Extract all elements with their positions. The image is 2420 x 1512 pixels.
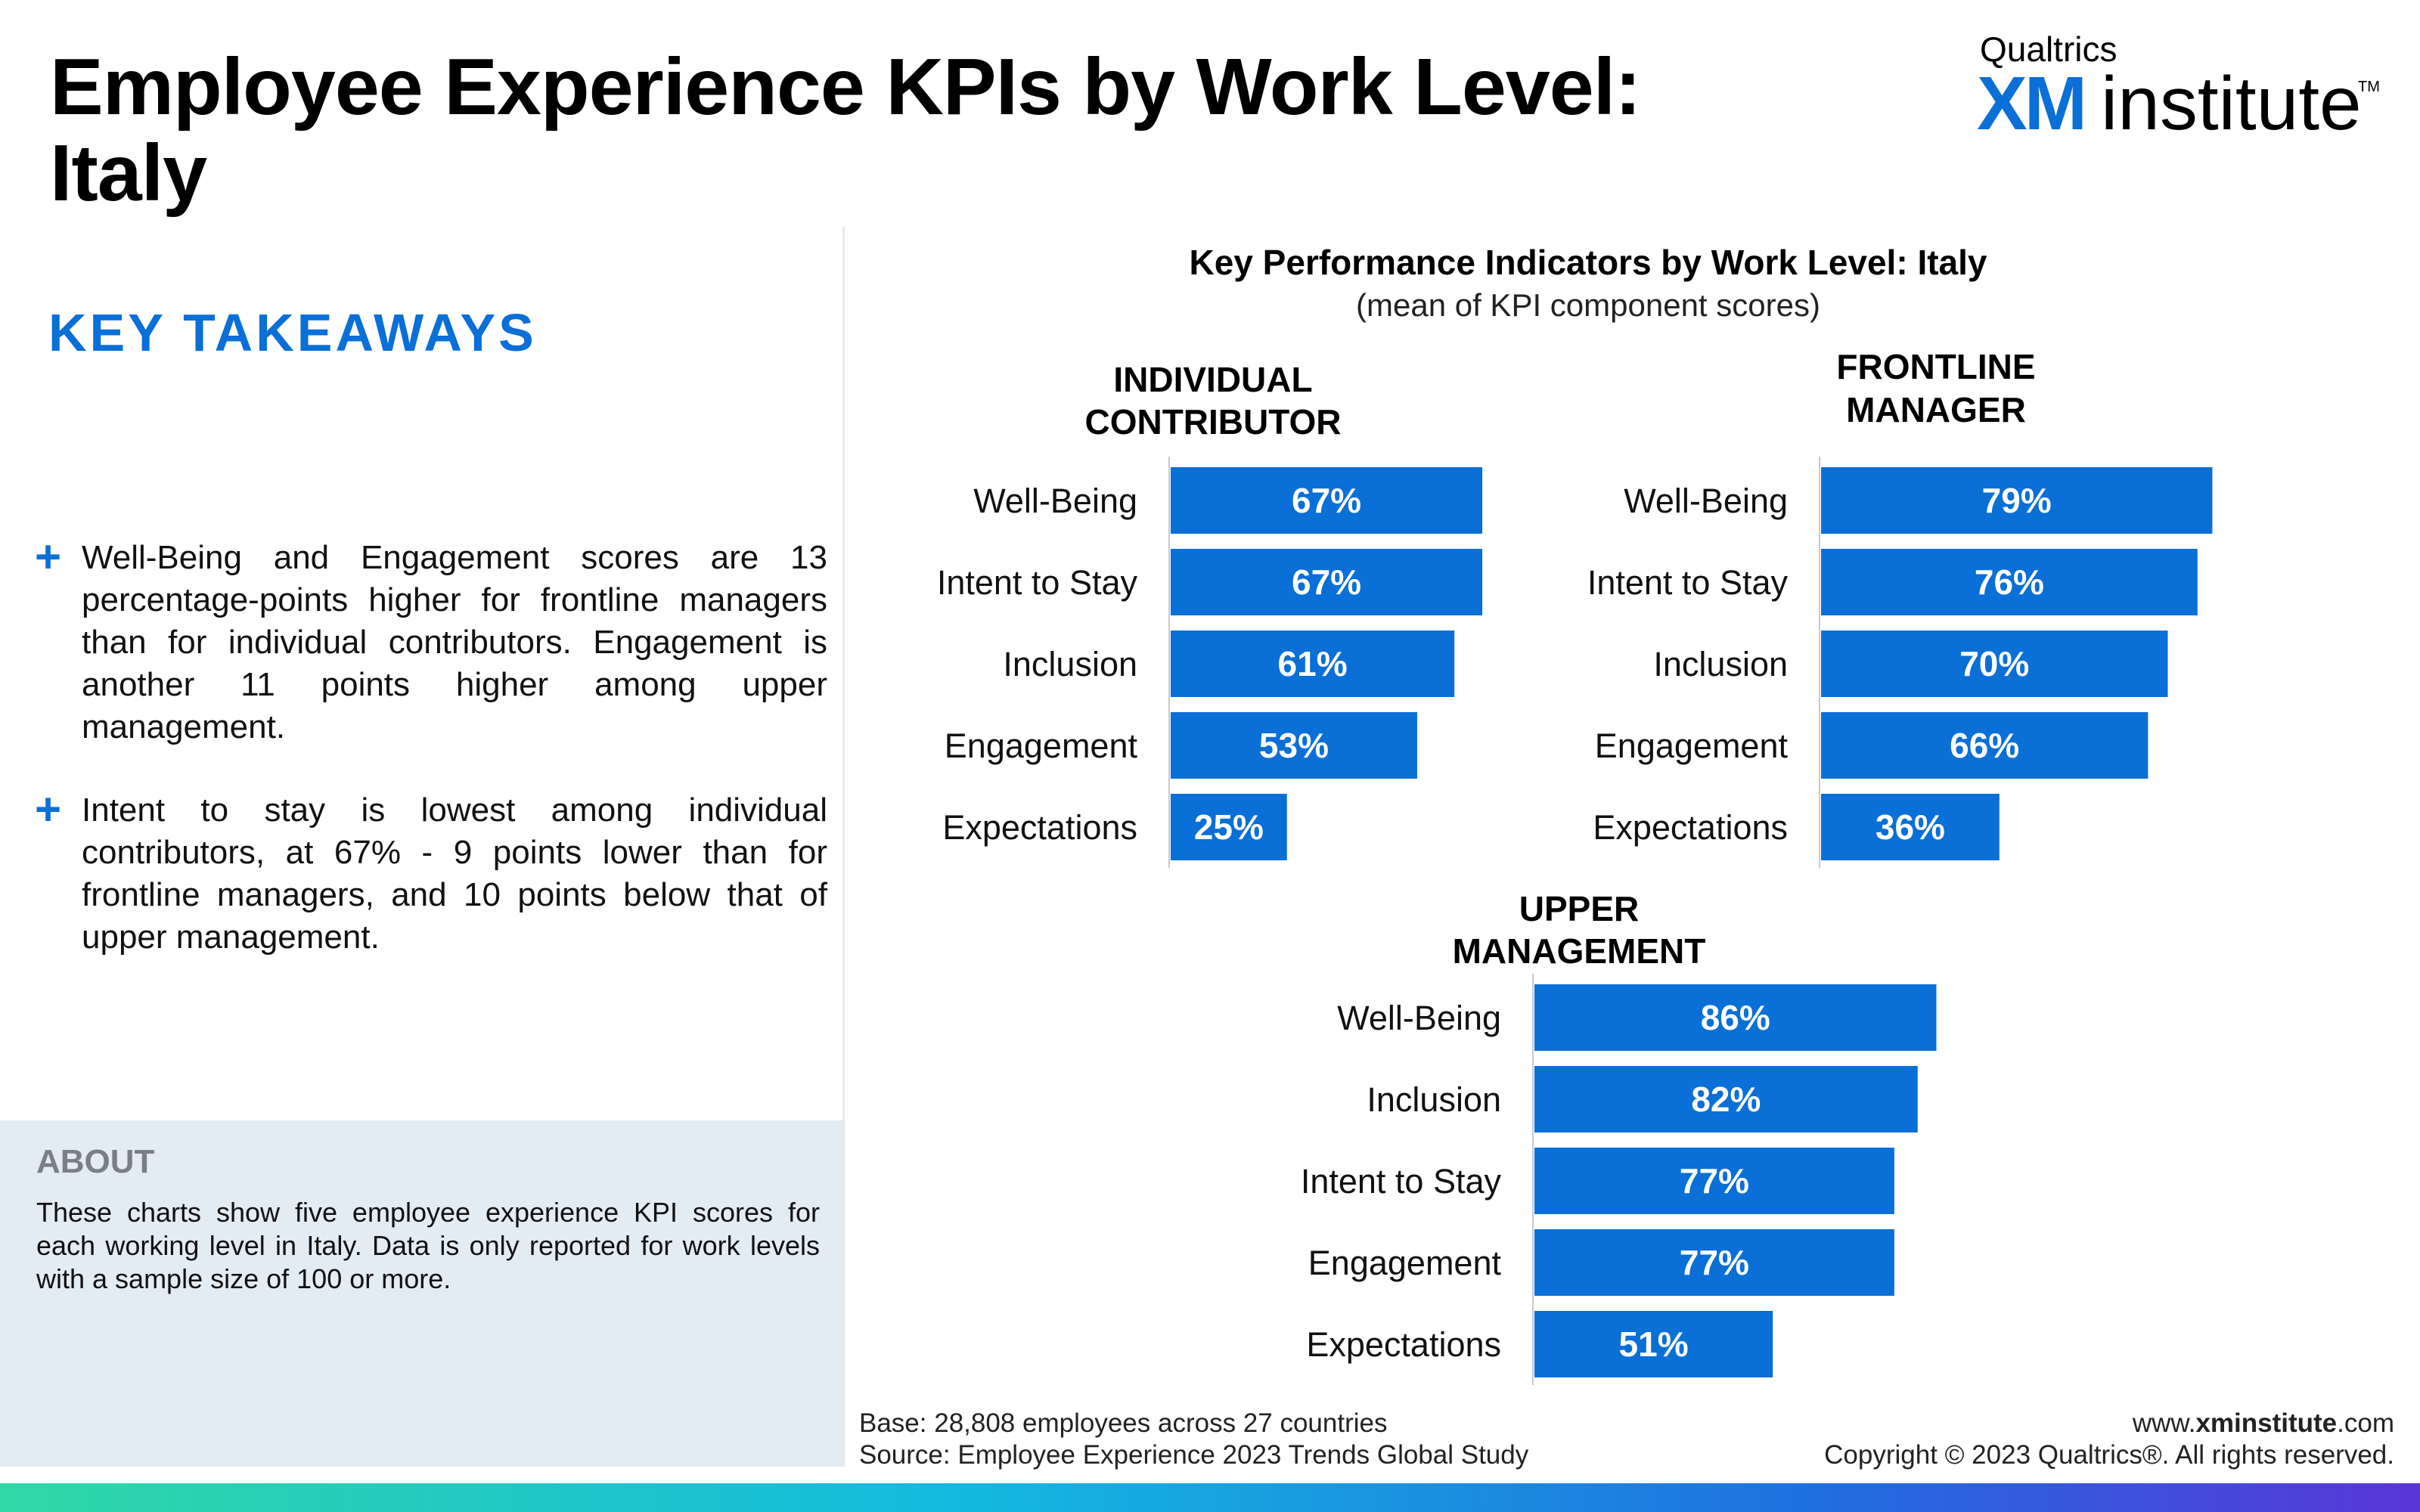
category-label: Intent to Stay xyxy=(1587,563,1789,602)
data-label: 67% xyxy=(1292,481,1361,520)
url-suffix: .com xyxy=(2337,1408,2394,1438)
logo-qualtrics-text: Qualtrics xyxy=(1980,29,2118,69)
bar xyxy=(1171,467,1483,534)
about-title: ABOUT xyxy=(36,1143,155,1180)
category-label: Inclusion xyxy=(1653,645,1788,683)
data-label: 25% xyxy=(1194,807,1264,847)
footer-source-note: Source: Employee Experience 2023 Trends … xyxy=(859,1440,1529,1470)
category-label: Inclusion xyxy=(1367,1080,1501,1119)
logo-xm-text: XM xyxy=(1977,61,2087,146)
data-label: 76% xyxy=(1975,562,2044,602)
bar xyxy=(1821,549,2198,615)
logo-trademark: TM xyxy=(2358,79,2380,95)
data-label: 51% xyxy=(1619,1325,1689,1364)
panel-title: CONTRIBUTOR xyxy=(1084,402,1341,442)
bar xyxy=(1821,794,2000,860)
section-divider xyxy=(842,227,845,1467)
bar xyxy=(1534,1229,1894,1296)
url-prefix: www. xyxy=(2132,1408,2196,1438)
plus-icon: + xyxy=(35,531,62,582)
bar xyxy=(1534,1148,1894,1214)
bar xyxy=(1171,549,1483,615)
logo-institute-text: institute xyxy=(2101,61,2362,146)
key-takeaways-heading: KEY TAKEAWAYS xyxy=(48,303,537,362)
footer-base-note: Base: 28,808 employees across 27 countri… xyxy=(859,1408,1388,1438)
category-label: Engagement xyxy=(945,727,1138,765)
category-label: Expectations xyxy=(942,808,1137,847)
takeaway-text: Well-Being and Engagement scores are 13 … xyxy=(82,539,827,745)
about-panel xyxy=(0,1120,842,1467)
data-label: 53% xyxy=(1259,726,1329,765)
category-label: Engagement xyxy=(1308,1244,1502,1282)
footer-copyright: Copyright © 2023 Qualtrics®. All rights … xyxy=(1824,1440,2394,1470)
data-label: 70% xyxy=(1959,644,2029,683)
page-title: Employee Experience KPIs by Work Level: … xyxy=(50,42,1641,218)
panel-title: FRONTLINE xyxy=(1836,347,2035,386)
category-label: Engagement xyxy=(1595,727,1789,765)
data-label: 79% xyxy=(1982,481,2052,520)
url-domain: xminstitute xyxy=(2195,1408,2338,1438)
plus-icon: + xyxy=(35,784,62,835)
category-label: Intent to Stay xyxy=(937,563,1138,602)
about-text: These charts show five employee experien… xyxy=(36,1197,820,1294)
panel-title: INDIVIDUAL xyxy=(1113,360,1312,399)
category-label: Well-Being xyxy=(1337,999,1501,1037)
data-label: 36% xyxy=(1876,807,1945,847)
data-label: 66% xyxy=(1950,726,2019,765)
category-label: Well-Being xyxy=(973,482,1137,520)
bar xyxy=(1534,984,1937,1051)
category-label: Expectations xyxy=(1306,1325,1501,1364)
data-label: 86% xyxy=(1701,998,1770,1037)
brand-gradient-bar xyxy=(0,1483,2420,1512)
footer-website-link[interactable]: www.xminstitute.com xyxy=(1512,1408,2394,1439)
category-label: Inclusion xyxy=(1003,645,1137,683)
bar xyxy=(1821,712,2149,779)
bar xyxy=(1821,467,2213,534)
category-label: Expectations xyxy=(1593,808,1788,847)
data-label: 82% xyxy=(1691,1080,1761,1119)
data-label: 61% xyxy=(1278,644,1348,683)
bar xyxy=(1534,1311,1773,1377)
chart-title: Key Performance Indicators by Work Level… xyxy=(1189,243,1987,282)
panel-title: UPPER xyxy=(1519,889,1639,928)
data-label: 67% xyxy=(1292,562,1361,602)
bar xyxy=(1534,1066,1918,1132)
bar xyxy=(1821,631,2168,697)
takeaway-text: Intent to stay is lowest among individua… xyxy=(82,792,827,956)
bar xyxy=(1171,631,1455,697)
bar xyxy=(1171,794,1287,860)
chart-subtitle: (mean of KPI component scores) xyxy=(1356,287,1820,323)
category-label: Well-Being xyxy=(1624,482,1788,520)
data-label: 77% xyxy=(1680,1161,1749,1201)
bar xyxy=(1171,712,1417,779)
panel-title: MANAGER xyxy=(1846,390,2026,429)
category-label: Intent to Stay xyxy=(1301,1162,1502,1201)
panel-title: MANAGEMENT xyxy=(1453,931,1706,971)
data-label: 77% xyxy=(1680,1243,1749,1282)
